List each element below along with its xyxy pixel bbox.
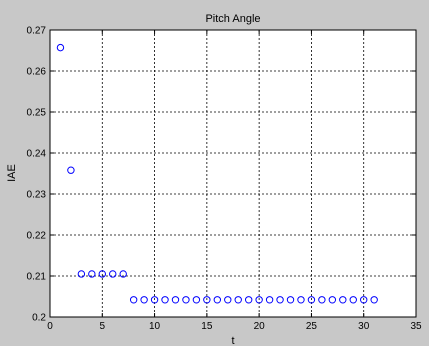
y-axis-ticks: 0.2 0.21 0.22 0.23 0.24 0.25 0.26 0.27 [27,26,416,324]
data-point [255,296,263,304]
data-point [244,296,253,304]
y-tick-label: 0.25 [27,108,47,119]
data-point [349,296,357,304]
chart-title: Pitch Angle [205,13,260,25]
x-tick-label: 30 [358,321,370,332]
data-point [150,296,159,304]
data-point [161,296,169,304]
data-point [77,270,86,278]
data-point [192,296,201,304]
data-points [56,43,378,304]
x-tick-label: 15 [201,321,213,332]
data-point [140,296,148,304]
data-point [88,270,96,278]
plot-border [49,29,417,318]
data-point [339,296,347,304]
y-tick-label: 0.24 [27,149,47,160]
data-point [318,296,326,304]
data-point [370,296,378,304]
y-axis-label: IAE [6,164,18,182]
y-tick-label: 0.22 [27,231,47,242]
data-point [119,270,127,278]
data-point [98,270,106,278]
y-tick-label: 0.21 [27,272,47,283]
x-tick-label: 35 [410,321,422,332]
x-axis-ticks: 0 5 10 15 20 25 30 35 [47,30,422,332]
data-point [203,296,211,304]
data-point [297,296,305,304]
data-point [265,296,274,304]
data-point [109,270,117,278]
data-point [67,166,75,174]
y-tick-label: 0.27 [27,26,47,37]
data-point [224,296,232,304]
data-point [234,296,242,304]
data-point [213,296,222,304]
x-axis-label: t [231,335,234,346]
data-point [276,296,284,304]
data-point [171,296,180,304]
x-tick-label: 0 [47,321,53,332]
data-point [328,296,337,304]
grid [50,30,416,317]
data-point [307,296,316,304]
data-point [129,296,138,304]
y-tick-label: 0.26 [27,67,47,78]
x-tick-label: 10 [149,321,161,332]
y-tick-label: 0.2 [32,313,46,324]
x-tick-label: 5 [100,321,106,332]
data-point [360,296,368,304]
plot-area [50,30,416,317]
data-point [286,296,295,304]
x-tick-label: 20 [254,321,266,332]
x-tick-label: 25 [306,321,318,332]
data-point [182,296,190,304]
y-tick-label: 0.23 [27,190,47,201]
data-point [56,43,65,52]
